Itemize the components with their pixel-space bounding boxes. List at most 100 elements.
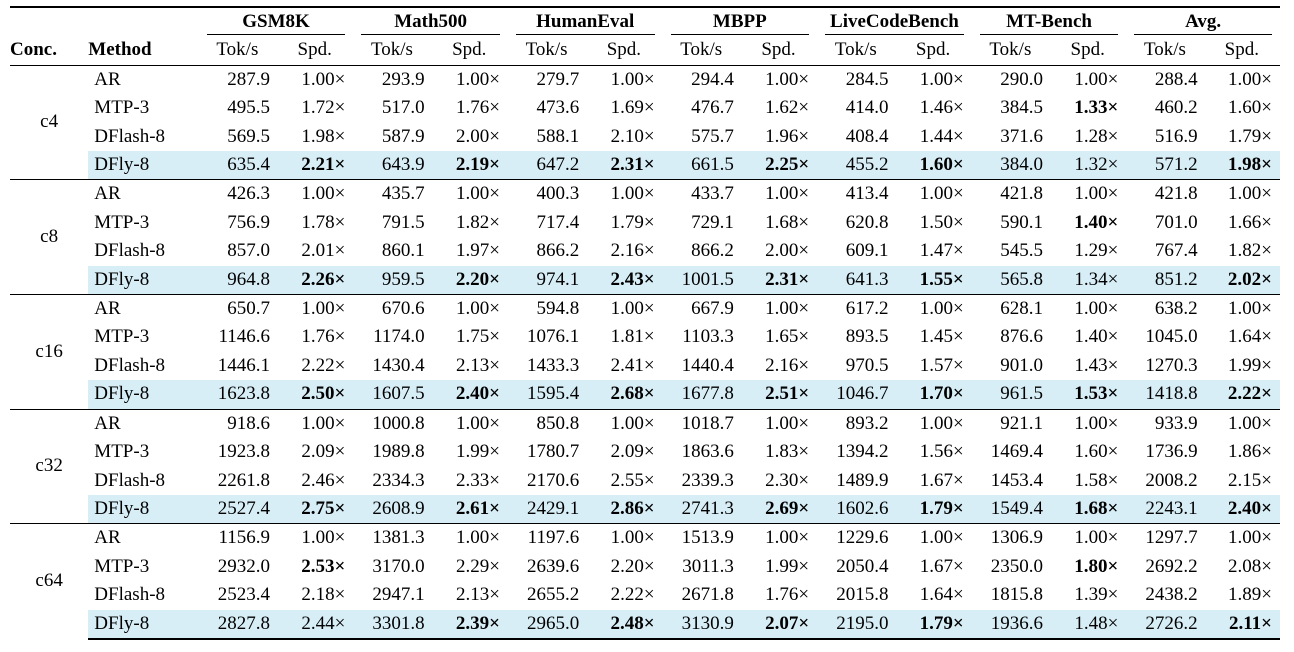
tok-per-sec-cell: 729.1 <box>691 211 734 233</box>
method-label: AR <box>88 64 199 95</box>
tok-per-sec-cell: 2608.9 <box>353 494 431 524</box>
tok-per-sec-cell: 650.7 <box>198 294 277 324</box>
speedup-cell: 1.82× <box>1228 240 1272 262</box>
speedup-cell: 2.30× <box>765 469 810 491</box>
tok-per-sec-cell: 2692.2 <box>1145 555 1198 577</box>
benchmark-header: GSM8K <box>199 7 354 36</box>
tok-per-sec-cell: 1607.5 <box>353 380 431 410</box>
tok-per-sec-cell: 421.8 <box>971 179 1050 209</box>
speedup-cell: 1.48× <box>1049 609 1127 640</box>
speedup-cell: 1.32× <box>1049 151 1127 180</box>
tok-per-sec-cell: 293.9 <box>353 64 431 95</box>
tok-per-sec-cell: 594.8 <box>507 294 586 324</box>
speedup-cell: 1.28× <box>1074 125 1119 147</box>
speedup-cell: 1.99× <box>455 441 500 463</box>
concurrency-label: c8 <box>10 179 89 295</box>
table-row: MTP-3 1146.6 1.76× 1174.0 1.75× 1076.1 1.81× 11… <box>10 323 1280 351</box>
tok-per-sec-cell: 701.0 <box>1154 211 1198 233</box>
tok-per-sec-cell: 371.6 <box>1000 125 1044 147</box>
tok-per-sec-cell: 1780.7 <box>526 441 580 463</box>
speedup-cell: 2.31× <box>739 265 818 295</box>
tok-per-sec-cell: 288.4 <box>1126 64 1204 95</box>
speedup-cell: 1.60× <box>1228 97 1272 119</box>
tok-per-sec-cell: 1453.4 <box>990 469 1044 491</box>
speedup-cell: 1.00× <box>739 179 818 209</box>
tok-per-sec-cell: 3301.8 <box>353 609 431 640</box>
tok-per-sec-cell: 384.5 <box>1000 97 1044 119</box>
speedup-cell: 2.09× <box>610 441 655 463</box>
speedup-cell: 2.26× <box>276 265 354 295</box>
speedup-cell: 1.39× <box>1074 584 1119 606</box>
tok-per-sec-cell: 2015.8 <box>836 584 889 606</box>
speedup-cell: 1.00× <box>276 179 354 209</box>
speedup-cell: 2.31× <box>585 151 663 180</box>
speedup-cell: 1.83× <box>765 441 810 463</box>
tok-per-sec-cell: 667.9 <box>662 294 740 324</box>
tok-per-sec-cell: 767.4 <box>1154 240 1198 262</box>
speedup-cell: 1.00× <box>894 294 972 324</box>
tok-per-sec-header: Tok/s <box>216 39 259 61</box>
tok-per-sec-cell: 893.5 <box>845 326 889 348</box>
speedup-cell: 1.43× <box>1074 354 1119 376</box>
speedup-cell: 2.43× <box>585 265 663 295</box>
tok-per-sec-cell: 569.5 <box>227 125 271 147</box>
tok-per-sec-cell: 959.5 <box>353 265 431 295</box>
speedup-cell: 1.00× <box>276 408 354 439</box>
tok-per-sec-cell: 2438.2 <box>1145 584 1198 606</box>
concurrency-label: c4 <box>10 64 89 180</box>
tok-per-sec-cell: 2243.1 <box>1126 494 1204 524</box>
tok-per-sec-cell: 1297.7 <box>1126 523 1204 553</box>
results-table-container: GSM8K Math500 HumanEval MBPP LiveCodeBench MT… <box>10 6 1280 640</box>
speedup-cell: 1.86× <box>1228 441 1272 463</box>
tok-per-sec-cell: 1677.8 <box>662 380 740 410</box>
concurrency-label: c16 <box>10 294 89 410</box>
speedup-cell: 1.76× <box>455 97 500 119</box>
speedup-cell: 2.53× <box>301 555 346 577</box>
speedup-cell: 1.00× <box>739 294 818 324</box>
method-label: DFly-8 <box>88 151 199 180</box>
tok-per-sec-cell: 1863.6 <box>681 441 734 463</box>
tok-per-sec-cell: 2741.3 <box>662 494 740 524</box>
speedup-cell: 2.00× <box>455 125 500 147</box>
speedup-header: Spd. <box>761 39 796 61</box>
table-row: DFly-8 1623.8 2.50× 1607.5 2.40× 1595.4 2.68× 1… <box>10 380 1280 410</box>
speedup-cell: 1.62× <box>765 97 810 119</box>
speedup-cell: 1.98× <box>301 125 346 147</box>
table-row: MTP-3 495.5 1.72× 517.0 1.76× 473.6 1.69× 476.7… <box>10 94 1280 122</box>
tok-per-sec-cell: 279.7 <box>507 64 586 95</box>
tok-per-sec-cell: 2655.2 <box>526 584 580 606</box>
speedup-cell: 1.00× <box>585 523 663 553</box>
method-label: MTP-3 <box>94 97 150 119</box>
tok-per-sec-cell: 1046.7 <box>817 380 895 410</box>
speedup-cell: 2.39× <box>430 609 508 640</box>
speedup-cell: 1.89× <box>1228 584 1272 606</box>
benchmark-header-row: GSM8K Math500 HumanEval MBPP LiveCodeBench MT… <box>10 7 1280 36</box>
speedup-cell: 1.96× <box>765 125 810 147</box>
tok-per-sec-cell: 473.6 <box>536 97 580 119</box>
tok-per-sec-cell: 933.9 <box>1126 408 1204 439</box>
tok-per-sec-cell: 670.6 <box>353 294 431 324</box>
tok-per-sec-cell: 455.2 <box>817 151 895 180</box>
speedup-cell: 1.44× <box>919 125 964 147</box>
speedup-cell: 1.68× <box>1049 494 1127 524</box>
tok-per-sec-cell: 661.5 <box>662 151 740 180</box>
tok-per-sec-cell: 2965.0 <box>507 609 586 640</box>
tok-per-sec-cell: 2339.3 <box>681 469 734 491</box>
tok-per-sec-cell: 1736.9 <box>1145 441 1198 463</box>
tok-per-sec-cell: 620.8 <box>845 211 889 233</box>
tok-per-sec-cell: 1197.6 <box>507 523 586 553</box>
conc-header: Conc. <box>10 39 57 61</box>
speedup-cell: 2.50× <box>276 380 354 410</box>
tok-per-sec-cell: 2726.2 <box>1126 609 1204 640</box>
tok-per-sec-cell: 545.5 <box>1000 240 1044 262</box>
tok-per-sec-cell: 647.2 <box>507 151 586 180</box>
tok-per-sec-cell: 1489.9 <box>836 469 889 491</box>
tok-per-sec-cell: 294.4 <box>662 64 740 95</box>
tok-per-sec-cell: 635.4 <box>198 151 277 180</box>
tok-per-sec-cell: 284.5 <box>817 64 895 95</box>
speedup-cell: 1.00× <box>1203 523 1280 553</box>
tok-per-sec-cell: 901.0 <box>1000 354 1044 376</box>
speedup-cell: 1.00× <box>1203 64 1280 95</box>
speedup-cell: 2.41× <box>610 354 655 376</box>
table-row: DFlash-8 857.0 2.01× 860.1 1.97× 866.2 2.16× 86… <box>10 237 1280 265</box>
